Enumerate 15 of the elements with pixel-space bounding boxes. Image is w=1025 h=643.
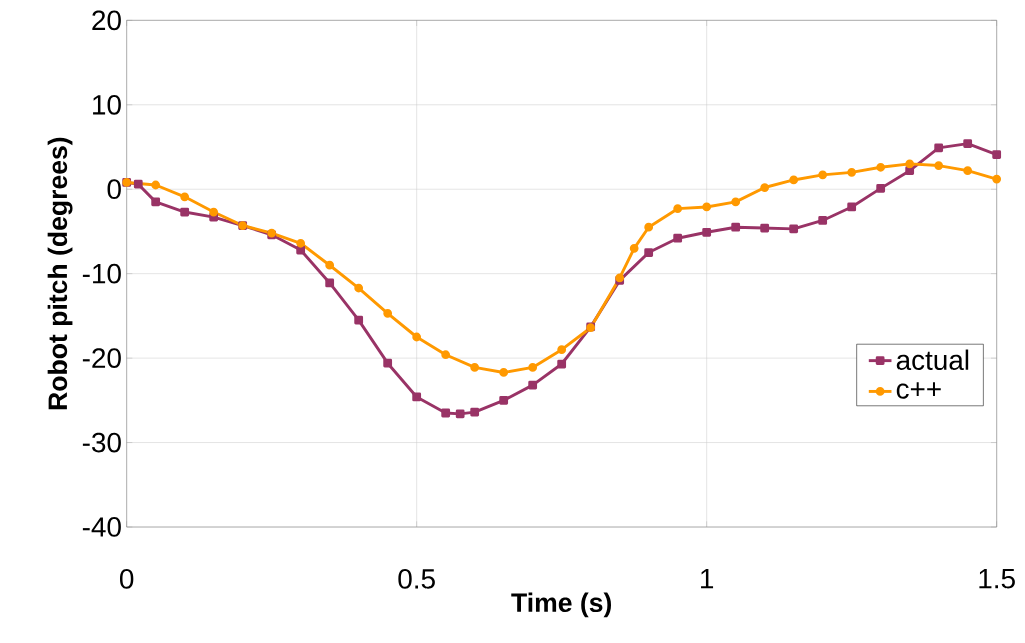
legend-label: actual bbox=[896, 349, 969, 371]
x-tick-label: 1 bbox=[701, 569, 714, 589]
y-tick-label: -10 bbox=[82, 263, 121, 284]
y-axis-title: Robot pitch (degrees) bbox=[47, 137, 73, 410]
y-tick-label: 20 bbox=[92, 10, 121, 31]
y-tick-label: -30 bbox=[82, 432, 121, 453]
y-tick-label: 10 bbox=[93, 94, 121, 115]
x-tick-label: 1.5 bbox=[979, 569, 1015, 589]
x-axis-title: Time (s) bbox=[511, 592, 612, 618]
x-tick-label: 0 bbox=[119, 569, 134, 589]
y-tick-label: 0 bbox=[107, 179, 121, 200]
legend-label: c++ bbox=[896, 382, 941, 399]
y-tick-label: -20 bbox=[82, 348, 121, 368]
y-tick-label: -40 bbox=[82, 517, 121, 537]
x-tick-label: 0.5 bbox=[398, 569, 435, 589]
